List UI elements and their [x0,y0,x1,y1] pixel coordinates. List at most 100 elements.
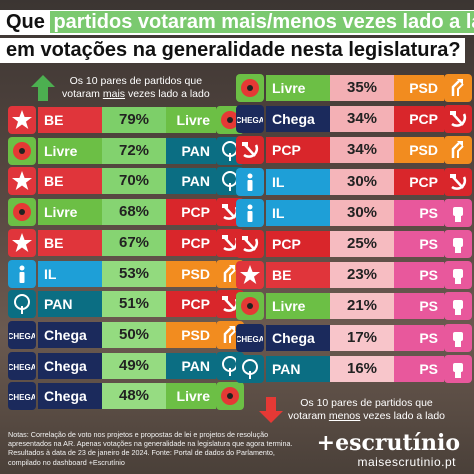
party-label-psd: PSD [394,75,444,101]
pair-row-chega-psd: CHEGA Chega 50% PSD [8,320,244,349]
legend-least-text: Os 10 pares de partidos que votaram meno… [288,397,445,423]
party-label-pcp: PCP [266,231,330,257]
title-line-2: em votações na generalidade nesta legisl… [0,38,465,63]
party-label-livre: Livre [38,137,102,164]
svg-text:CHEGA: CHEGA [9,393,35,402]
hammer-sickle-icon [444,105,472,134]
chega-icon: CHEGA [236,323,264,352]
notes: Notas: Correlação de voto nos projetos e… [8,430,293,467]
pair-row-il-ps: IL 30% PS [236,198,472,227]
party-label-be: BE [38,107,102,133]
pair-row-pan-pcp: PAN 51% PCP [8,290,244,319]
fist-icon [444,198,472,227]
pair-row-chega-pcp: CHEGA Chega 34% PCP [236,105,472,134]
star-icon [8,228,36,257]
poppy-icon [236,292,264,321]
party-label-pan: PAN [38,291,102,318]
pair-row-pan-ps: PAN 16% PS [236,354,472,383]
legend-least: Os 10 pares de partidos que votaram meno… [258,396,445,424]
pair-row-pcp-ps: PCP 25% PS [236,230,472,258]
il-icon [236,167,264,196]
party-label-pan: PAN [166,168,216,195]
party-label-pcp: PCP [166,291,216,318]
legend-least-line2: votaram menos vezes lado a lado [288,410,446,422]
pair-value: 34% [330,106,394,133]
psd-arrows-icon [444,74,472,102]
party-label-pcp: PCP [166,229,216,256]
party-label-pcp: PCP [166,199,216,226]
fist-icon [444,323,472,352]
fist-icon [444,230,472,258]
party-label-ps: PS [394,324,444,351]
chega-icon: CHEGA [8,382,36,411]
fist-icon [444,261,472,290]
pair-value: 50% [102,321,166,348]
pair-value: 67% [102,229,166,256]
party-label-chega: Chega [266,324,330,351]
fist-icon [444,354,472,383]
fist-icon [444,292,472,321]
pair-value: 79% [102,107,166,133]
party-label-livre: Livre [166,107,216,133]
tree-icon [8,290,36,319]
chega-icon: CHEGA [236,105,264,134]
hammer-sickle-icon [236,230,264,258]
party-label-be: BE [266,262,330,289]
arrow-down-icon [259,397,283,423]
star-icon [8,167,36,196]
party-label-be: BE [38,229,102,256]
party-label-il: IL [266,199,330,226]
pair-value: 25% [330,231,394,257]
title-line-1: Que partidos votaram mais/menos vezes la… [0,10,474,35]
chega-icon: CHEGA [8,351,36,380]
party-label-chega: Chega [38,352,102,379]
pair-value: 70% [102,168,166,195]
pair-value: 17% [330,324,394,351]
pair-row-be-pan: BE 70% PAN [8,167,244,196]
arrow-up-icon [31,75,55,101]
pair-value: 30% [330,199,394,226]
legend-most: Os 10 pares de partidos que votaram mais… [30,74,210,102]
poppy-icon [8,198,36,227]
party-label-il: IL [38,260,102,287]
tree-icon [236,354,264,383]
pair-row-chega-pan: CHEGA Chega 49% PAN [8,351,244,380]
brand-logo: +escrutínio [316,430,460,456]
pair-value: 21% [330,293,394,320]
poppy-icon [8,136,36,165]
hammer-sickle-icon [236,136,264,165]
pair-value: 51% [102,291,166,318]
pair-row-chega-livre: CHEGA Chega 48% Livre [8,382,244,411]
party-label-chega: Chega [38,321,102,348]
hammer-sickle-icon [444,167,472,196]
party-label-pcp: PCP [394,106,444,133]
pair-value: 68% [102,199,166,226]
party-label-pcp: PCP [266,137,330,164]
pair-value: 72% [102,137,166,164]
pair-row-be-pcp: BE 67% PCP [8,228,244,257]
party-label-ps: PS [394,231,444,257]
party-label-chega: Chega [38,383,102,410]
party-label-psd: PSD [166,260,216,287]
site-url[interactable]: maisescrutinio.pt [357,455,456,469]
party-label-ps: PS [394,293,444,320]
party-label-livre: Livre [266,75,330,101]
pair-value: 23% [330,262,394,289]
legend-most-line1: Os 10 pares de partidos que [69,75,203,87]
pair-value: 49% [102,352,166,379]
pair-row-be-ps: BE 23% PS [236,261,472,290]
party-label-livre: Livre [38,199,102,226]
party-label-psd: PSD [394,137,444,164]
il-icon [8,259,36,288]
legend-most-line2: votaram mais vezes lado a lado [62,88,210,100]
party-label-ps: PS [394,262,444,289]
poppy-icon [236,74,264,102]
legend-least-line1: Os 10 pares de partidos que [300,397,433,409]
party-label-pan: PAN [166,352,216,379]
party-label-pcp: PCP [394,168,444,195]
pair-row-il-pcp: IL 30% PCP [236,167,472,196]
star-icon [8,106,36,134]
pair-row-be-livre: BE 79% Livre [8,106,244,134]
pair-row-il-psd: IL 53% PSD [8,259,244,288]
party-label-chega: Chega [266,106,330,133]
